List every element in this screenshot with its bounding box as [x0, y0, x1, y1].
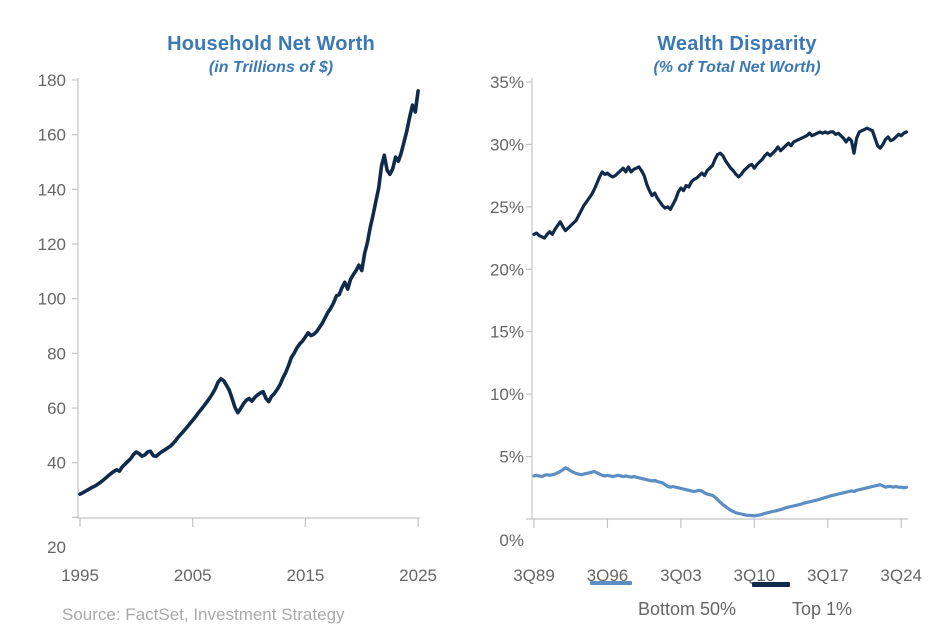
- wealth-disparity-subtitle: (% of Total Net Worth): [653, 59, 821, 76]
- y-tick-label: 25%: [490, 198, 524, 217]
- household-net-worth-line: [78, 89, 420, 496]
- x-tick-label: 3Q10: [734, 566, 776, 585]
- legend-label-top-1: Top 1%: [791, 599, 853, 619]
- x-tick-label: 3Q96: [587, 566, 629, 585]
- legend-line-bottom-50-icon: [590, 581, 632, 585]
- x-tick-label: 3Q89: [513, 566, 555, 585]
- y-tick-label: 100: [38, 290, 66, 309]
- y-tick-label: 10%: [490, 385, 524, 404]
- wealth-disparity-title: Wealth Disparity: [657, 33, 817, 55]
- y-tick-label: 20%: [490, 260, 524, 279]
- y-tick-label: 140: [38, 180, 66, 199]
- x-tick-label: 2025: [399, 566, 437, 585]
- x-tick-label: 3Q03: [660, 566, 702, 585]
- top-1--line: [532, 126, 909, 240]
- x-tick-label: 1995: [61, 566, 99, 585]
- y-tick-label: 160: [38, 126, 66, 145]
- y-tick-label: 30%: [490, 135, 524, 154]
- y-tick-label: 180: [38, 71, 66, 90]
- household-net-worth-title: Household Net Worth: [167, 33, 375, 55]
- household-net-worth-subtitle: (in Trillions of $): [208, 59, 334, 76]
- y-tick-label: 0%: [499, 531, 524, 550]
- legend-line-top-1-icon: [752, 582, 790, 587]
- source-note: Source: FactSet, Investment Strategy: [62, 605, 345, 624]
- y-tick-label: 35%: [490, 73, 524, 92]
- x-tick-label: 2015: [286, 566, 324, 585]
- y-tick-label: 60: [47, 399, 66, 418]
- y-tick-label: 40: [47, 454, 66, 473]
- bottom-50--line: [532, 466, 909, 518]
- legend-label-bottom-50: Bottom 50%: [637, 599, 737, 619]
- x-tick-label: 3Q17: [807, 566, 849, 585]
- y-tick-label: 80: [47, 344, 66, 363]
- x-tick-label: 3Q24: [880, 566, 922, 585]
- axis-line: [77, 78, 420, 519]
- x-tick-label: 2005: [174, 566, 212, 585]
- y-tick-label: 20: [47, 538, 66, 557]
- y-tick-label: 120: [38, 235, 66, 254]
- y-tick-label: 5%: [499, 448, 524, 467]
- y-tick-label: 15%: [490, 323, 524, 342]
